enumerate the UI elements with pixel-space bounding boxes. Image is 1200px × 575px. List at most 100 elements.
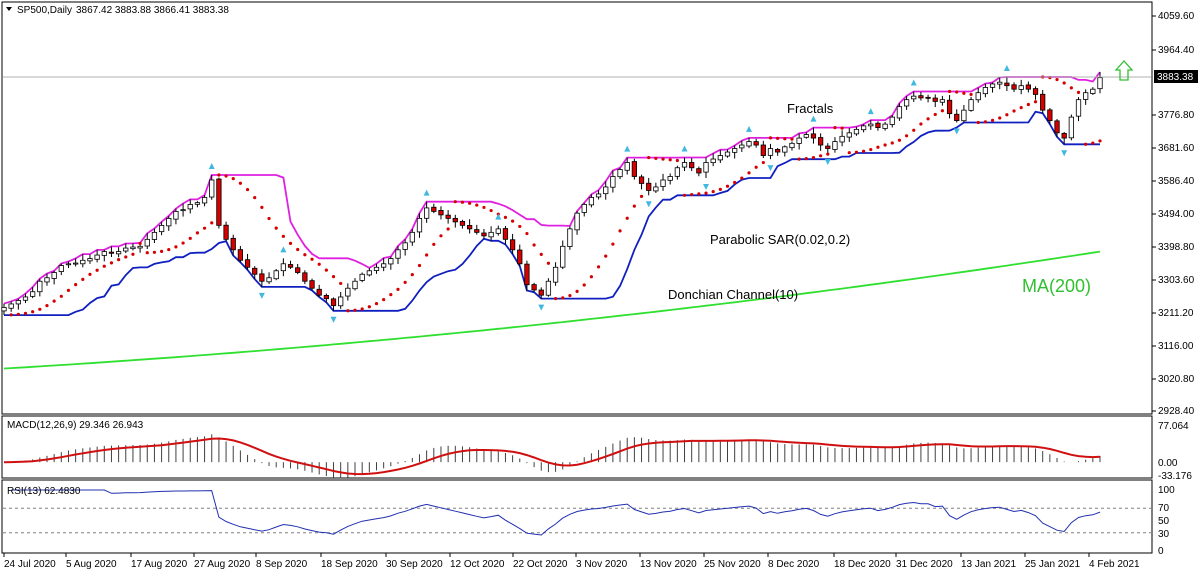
- candle: [1018, 79, 1024, 95]
- sar-dot: [410, 273, 414, 277]
- sar-dot: [288, 241, 293, 246]
- candle: [416, 213, 423, 238]
- candle-body: [237, 249, 244, 261]
- fractal-up-marker: [208, 162, 215, 169]
- sar-dot: [797, 157, 801, 161]
- candle-body: [531, 284, 537, 291]
- candle-body: [223, 224, 229, 240]
- candle: [309, 278, 315, 291]
- x-tick-label: 24 Jul 2020: [4, 559, 56, 570]
- candle-body: [502, 228, 509, 240]
- candle-body: [37, 280, 43, 293]
- sar-dot: [31, 310, 35, 314]
- candle-body: [87, 258, 93, 262]
- sar-dot: [969, 92, 973, 97]
- sar-dot: [403, 280, 407, 284]
- sar-dot: [983, 120, 987, 124]
- candle: [810, 127, 817, 144]
- candle: [509, 233, 516, 255]
- sar-dot: [1033, 100, 1038, 104]
- sar-dot: [174, 245, 178, 249]
- ma-200-line: [3, 250, 1101, 370]
- candle: [130, 243, 136, 251]
- macd-panel: [1, 415, 1153, 479]
- donchian-upper: [3, 71, 1101, 305]
- candle-body: [746, 141, 752, 147]
- candle-body: [130, 246, 136, 250]
- macd-signal-line: [3, 437, 1101, 476]
- sar-dot: [1098, 139, 1102, 143]
- candle-body: [280, 263, 286, 272]
- y-tick-label: 3303.60: [1158, 275, 1195, 286]
- donchian-lower: [4, 110, 1100, 316]
- y-tick-label: 3681.60: [1158, 143, 1195, 154]
- sar-dot: [847, 151, 851, 155]
- candle: [560, 240, 566, 270]
- fractal-down-marker: [767, 165, 774, 172]
- candle: [381, 257, 387, 272]
- candle-body: [560, 245, 566, 268]
- candle-body: [459, 221, 466, 226]
- sar-dot: [245, 187, 250, 192]
- candle: [1032, 86, 1039, 100]
- dropdown-triangle-icon[interactable]: [6, 7, 12, 11]
- sar-dot: [926, 117, 930, 121]
- candle-body: [1054, 120, 1060, 134]
- candle: [946, 95, 953, 119]
- candle: [911, 91, 917, 102]
- candle: [187, 199, 193, 214]
- candle-body: [545, 280, 552, 296]
- candle: [882, 122, 888, 131]
- sar-dot: [618, 229, 622, 233]
- sar-label: Parabolic SAR(0.02,0.2): [710, 232, 850, 247]
- sar-dot: [768, 136, 773, 140]
- sar-dot: [281, 234, 285, 238]
- sar-dot: [38, 307, 42, 311]
- sar-dot: [897, 138, 902, 142]
- candle: [223, 221, 229, 242]
- up-arrow-icon: [1114, 60, 1134, 81]
- candle-body: [825, 145, 831, 149]
- y-tick-label: 3964.40: [1158, 45, 1195, 56]
- macd-tick-label: -33.176: [1158, 471, 1192, 482]
- candle-body: [782, 146, 788, 153]
- candle: [173, 208, 179, 225]
- sar-dot: [840, 126, 844, 130]
- candle: [1040, 89, 1046, 114]
- candle: [646, 177, 652, 196]
- candle-body: [445, 214, 451, 219]
- fractal-up-marker: [280, 246, 287, 253]
- candle-body: [660, 179, 666, 187]
- sar-dot: [52, 299, 56, 303]
- candlesticks: [1, 72, 1103, 316]
- sar-dot: [9, 313, 13, 317]
- last-price-badge: [1154, 70, 1198, 83]
- candle-body: [330, 298, 337, 307]
- sar-dot: [596, 265, 601, 269]
- candle: [194, 201, 201, 208]
- fractal-up-marker: [867, 108, 874, 115]
- candle-body: [954, 113, 960, 122]
- candle-body: [474, 229, 480, 233]
- sar-dot: [181, 241, 185, 245]
- candle-body: [724, 151, 731, 157]
- sar-dot: [539, 252, 543, 256]
- sar-dot: [518, 224, 522, 229]
- candle-body: [1025, 84, 1031, 90]
- sar-dot: [998, 116, 1002, 120]
- sar-dot: [761, 160, 765, 165]
- sar-dot: [654, 156, 658, 160]
- ma-200-path: [3, 250, 1101, 370]
- candle-body: [896, 106, 903, 119]
- candle: [1083, 89, 1089, 105]
- candle-body: [538, 289, 544, 296]
- candle: [903, 96, 910, 110]
- candle-body: [946, 99, 953, 115]
- candle: [610, 170, 616, 193]
- fractal-up-marker: [681, 145, 688, 152]
- candle-body: [767, 148, 774, 156]
- rsi-line: [11, 489, 1101, 536]
- candle-body: [309, 280, 315, 289]
- fractal-down-marker: [703, 184, 710, 191]
- candle: [581, 202, 587, 217]
